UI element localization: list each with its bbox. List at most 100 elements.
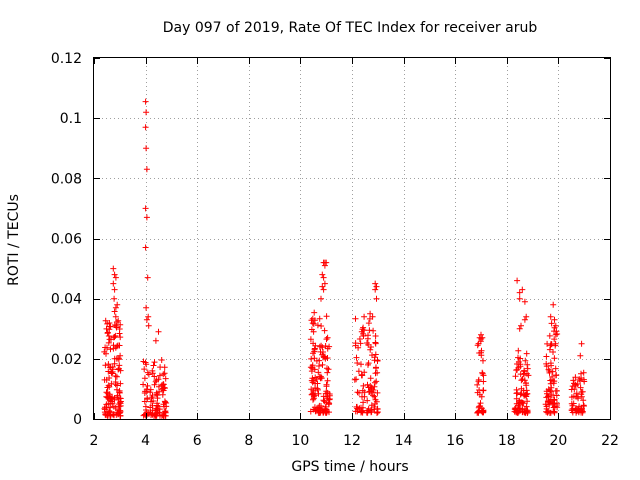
data-point: [524, 398, 531, 405]
data-point: [309, 315, 316, 322]
data-point: [358, 361, 364, 368]
data-point: [516, 295, 523, 302]
data-point: [309, 379, 316, 386]
data-point: [108, 369, 115, 376]
data-point: [323, 313, 330, 320]
data-point: [111, 334, 118, 340]
data-point: [318, 323, 325, 329]
chart-title: Day 097 of 2019, Rate Of TEC Index for r…: [163, 20, 538, 36]
data-point: [543, 353, 550, 360]
data-point: [542, 401, 549, 408]
x-tick-label: 12: [343, 433, 361, 449]
data-point: [142, 412, 149, 419]
data-point: [578, 370, 584, 377]
plot-frame: [93, 57, 611, 420]
data-point: [318, 295, 324, 302]
data-point: [373, 398, 380, 405]
data-point: [374, 358, 381, 364]
data-point: [523, 350, 530, 357]
data-point: [515, 354, 521, 361]
data-point: [352, 315, 359, 322]
data-point: [575, 405, 582, 412]
data-point: [316, 315, 323, 322]
data-point: [161, 403, 168, 410]
data-point: [309, 364, 316, 371]
data-point: [112, 313, 119, 320]
data-point: [116, 326, 123, 332]
data-point: [324, 334, 331, 341]
data-point: [104, 344, 110, 351]
y-axis-label: ROTI / TECUs: [6, 194, 22, 286]
data-point: [112, 381, 119, 388]
data-point: [570, 400, 577, 407]
data-point: [568, 386, 575, 393]
data-point: [309, 390, 316, 397]
data-point: [570, 377, 577, 384]
data-point: [371, 379, 378, 386]
data-point: [103, 325, 110, 332]
data-point: [150, 362, 157, 369]
x-tick-label: 10: [291, 433, 309, 449]
data-point: [158, 382, 165, 389]
x-tick-labels: 2 4 6 8 10 12 14 16 18 20 22: [90, 433, 619, 449]
data-point: [524, 361, 531, 368]
data-point: [580, 369, 587, 376]
y-tick-label: 0.04: [51, 292, 82, 308]
data-point: [115, 317, 122, 324]
x-tick-label: 18: [498, 433, 516, 449]
data-point: [548, 320, 555, 327]
axis-ticks: [94, 58, 611, 420]
data-point: [145, 313, 152, 320]
data-point: [116, 389, 123, 396]
data-point: [152, 337, 159, 344]
data-point: [514, 277, 521, 284]
data-point: [107, 400, 114, 407]
data-point: [111, 295, 118, 302]
data-point: [352, 340, 359, 347]
data-point: [107, 346, 114, 353]
data-point: [475, 409, 482, 415]
data-point: [320, 274, 327, 281]
data-point: [113, 373, 120, 380]
data-point: [141, 390, 148, 396]
data-point: [154, 400, 161, 407]
data-point: [324, 377, 331, 384]
data-point: [102, 362, 109, 369]
data-point: [367, 375, 374, 382]
data-point: [325, 401, 332, 408]
data-point: [155, 376, 162, 383]
data-point: [159, 391, 166, 398]
data-point: [317, 348, 324, 355]
data-point: [312, 374, 319, 381]
data-point: [308, 326, 315, 333]
data-point: [358, 372, 365, 379]
data-point: [576, 376, 583, 383]
data-point: [581, 403, 587, 409]
data-point: [516, 325, 523, 332]
data-point: [546, 368, 553, 374]
data-point: [367, 382, 374, 389]
data-point: [477, 338, 484, 345]
data-point: [360, 382, 367, 389]
data-point: [153, 412, 160, 419]
data-point: [371, 393, 378, 400]
data-point: [144, 274, 151, 281]
data-point: [147, 386, 154, 393]
x-tick-label: 14: [395, 433, 413, 449]
data-point: [578, 340, 585, 347]
data-point: [549, 368, 556, 375]
x-tick-label: 2: [90, 433, 99, 449]
data-point: [151, 359, 158, 366]
data-point: [374, 410, 380, 416]
data-point: [308, 386, 315, 393]
data-point: [518, 377, 525, 384]
data-point: [545, 366, 552, 373]
data-point: [141, 366, 148, 373]
data-point: [513, 395, 520, 402]
data-point: [115, 411, 121, 418]
data-point: [142, 403, 149, 410]
data-point: [325, 366, 332, 373]
data-point: [158, 412, 165, 419]
data-point: [478, 352, 485, 359]
data-point: [364, 381, 371, 388]
